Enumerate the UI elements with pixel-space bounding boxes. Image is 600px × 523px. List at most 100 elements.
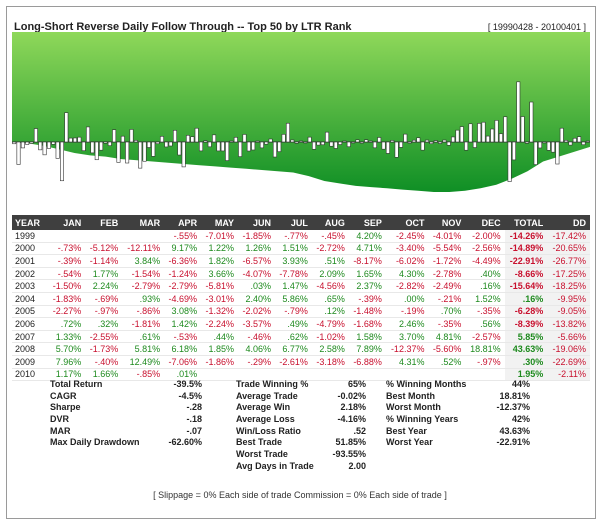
return-cell: .62% [274,330,312,344]
return-cell: -1.02% [311,330,349,344]
monthly-return-bar [333,141,338,149]
monthly-return-bar [255,140,260,143]
return-cell: -.77% [274,230,312,243]
chart-plot-area [12,32,590,192]
monthly-return-bar [442,139,447,143]
monthly-return-bar [225,141,230,161]
monthly-return-bar [173,129,177,143]
monthly-return-bar [407,141,412,144]
stat-row: Best Trade 51.85% [236,437,366,449]
stat-label: Best Year [386,425,427,436]
return-cell: -1.85% [238,230,275,243]
monthly-return-bar [20,141,25,149]
return-cell: -18.25% [547,279,590,293]
monthly-return-bar [572,137,577,143]
monthly-return-bar [146,141,151,148]
return-cell: 1.85% [201,342,239,356]
year-cell: 1999 [12,230,49,243]
monthly-return-bar [511,141,516,161]
monthly-return-bar [59,141,64,182]
return-cell [48,230,86,243]
return-cell: -1.81% [122,317,165,331]
monthly-return-bar [168,141,173,147]
monthly-return-bar [259,141,264,149]
footnote: [ Slippage = 0% Each side of trade Commi… [153,490,447,500]
monthly-return-bar [207,141,212,148]
table-row: 1999 -.55% -7.01% -1.85% -.77% -.45% 4.20% -2.4… [12,230,590,243]
stat-row: Avg Days in Trade 2.00 [236,460,366,473]
return-cell [122,230,165,243]
monthly-return-bar [468,123,473,143]
stat-row: DVR -.18 [50,414,202,426]
return-cell: 4.06% [238,342,275,356]
return-cell: 2.58% [311,342,349,356]
monthly-return-bar [151,141,156,157]
date-range: [ 19990428 - 20100401 ] [487,22,586,32]
monthly-return-bar [303,141,308,144]
stat-row: Trade Winning % 65% [236,379,366,391]
column-header-dec: DEC [465,215,505,230]
stat-row: Worst Trade -93.55% [236,449,366,461]
stat-label: Average Loss [236,414,295,425]
monthly-return-bar [220,141,225,152]
table-row: 2004 -1.83% -.69% .93% -4.69% -3.01% 2.40% 5.86… [12,292,590,306]
stats-column-2: Trade Winning % 65% Average Trade -0.02% Ave… [236,379,366,473]
monthly-return-bar [542,141,547,144]
return-cell: 1.82% [201,254,239,268]
monthly-return-bar [25,141,30,145]
return-cell: 3.93% [274,254,312,268]
monthly-return-bar [359,141,364,144]
year-cell: 2009 [12,355,49,369]
monthly-return-bar [42,141,47,156]
return-cell [428,368,466,382]
stat-value: 2.00 [348,460,366,471]
monthly-return-bar [425,139,430,143]
return-cell: -2.82% [385,279,429,293]
monthly-return-bar [564,140,569,143]
monthly-return-bar [364,139,369,143]
monthly-return-bar [216,141,221,152]
stat-label: % Winning Months [386,379,467,389]
return-cell: 3.70% [385,330,429,344]
return-cell: 4.31% [385,355,429,369]
return-cell: 6.77% [274,342,312,356]
return-cell: -22.69% [547,355,590,369]
report-title: Long-Short Reverse Daily Follow Through … [14,21,352,33]
monthly-return-bar [81,141,86,151]
return-cell: .51% [311,254,349,268]
monthly-return-bar [68,137,73,143]
monthly-return-bar [394,141,399,158]
monthly-return-bar [446,141,451,146]
return-cell: 1.65% [348,267,386,281]
stat-value: -4.16% [337,414,366,425]
stat-value: 43.63% [499,425,530,436]
return-cell: .65% [311,292,349,306]
monthly-return-bar [459,126,464,143]
return-cell: -.46% [238,330,275,344]
table-row: 2000 -.73% -5.12% -12.11% 9.17% 1.22% 1.26% 1.5… [12,242,590,256]
stat-row: CAGR -4.5% [50,391,202,403]
stat-label: Best Trade [236,437,283,448]
monthly-return-bar [529,101,534,143]
return-cell: -3.01% [201,292,239,306]
return-cell: -13.82% [547,317,590,331]
return-cell: -.45% [311,230,349,243]
monthly-return-bar [455,129,460,143]
return-cell: -.86% [122,305,165,319]
monthly-return-bar [99,141,104,151]
column-header-feb: FEB [85,215,123,230]
monthly-return-bar [107,141,112,146]
stat-row: Average Loss -4.16% [236,414,366,426]
table-row: 2002 -.54% 1.77% -1.54% -1.24% 3.66% -4.07% -7.… [12,267,590,281]
monthly-return-bar [416,137,421,143]
stats-column-1: Total Return -39.5% CAGR -4.5% Sharpe -.28 DVR… [50,379,202,449]
column-header-jan: JAN [48,215,86,230]
monthly-return-bar [281,134,286,143]
return-cell: -.35% [428,317,466,331]
return-cell [85,230,123,243]
return-cell: 1.77% [85,267,123,281]
return-cell: .01% [164,368,202,382]
column-header-dd: DD [547,215,590,230]
stat-value: -.07 [186,425,202,436]
return-cell [465,368,505,382]
